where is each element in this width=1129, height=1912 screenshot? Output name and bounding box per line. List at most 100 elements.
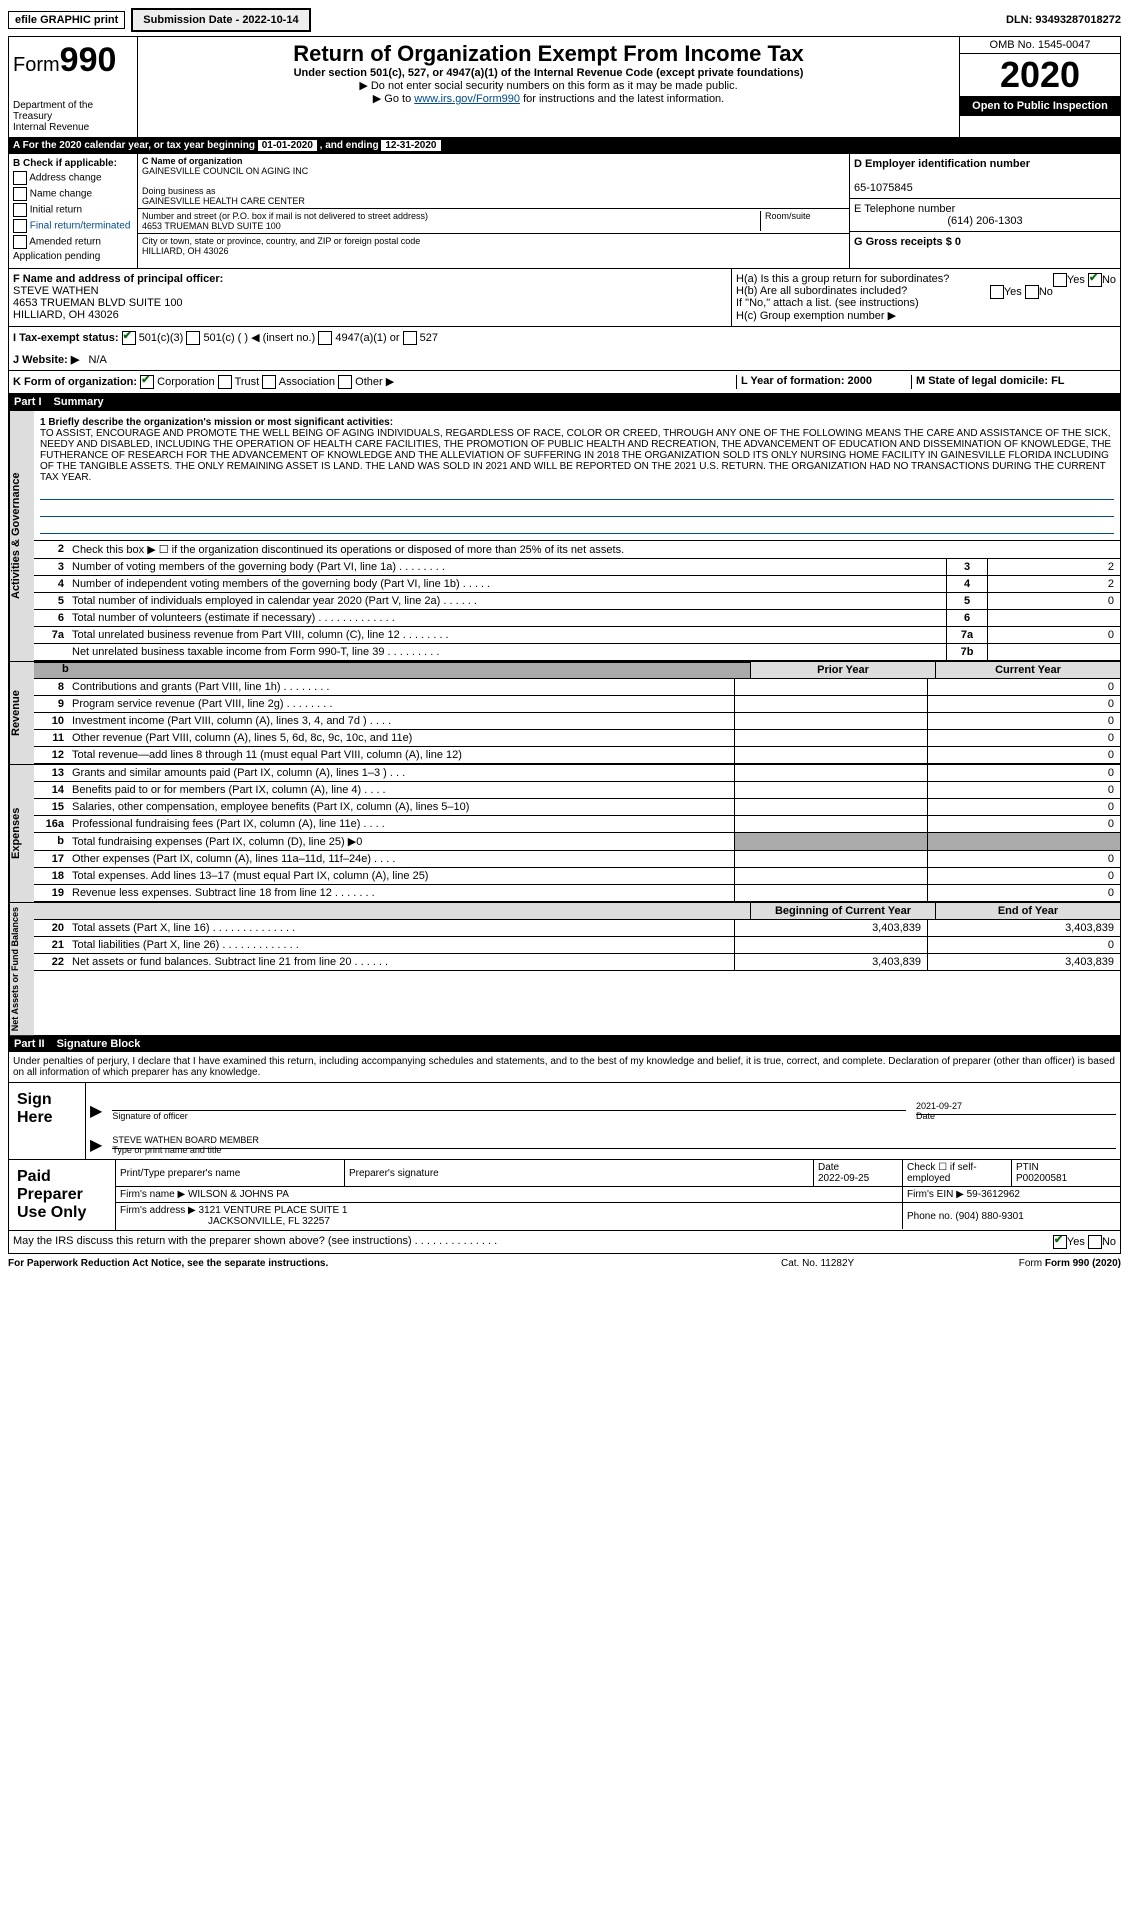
end-year-hdr: End of Year: [935, 903, 1120, 919]
officer-addr1: 4653 TRUEMAN BLVD SUITE 100: [13, 297, 183, 309]
part2-header: Part IISignature Block: [8, 1036, 1121, 1052]
website-row: J Website: ▶ N/A: [13, 353, 107, 366]
opt-amended[interactable]: Amended return: [13, 235, 133, 249]
exp-line: 19Revenue less expenses. Subtract line 1…: [34, 885, 1120, 902]
tax-year: 2020: [960, 54, 1120, 96]
form-subtitle-1: Under section 501(c), 527, or 4947(a)(1)…: [142, 67, 955, 79]
irs-link[interactable]: www.irs.gov/Form990: [414, 93, 520, 105]
opt-application-pending[interactable]: Application pending: [13, 251, 133, 262]
net-line: 20Total assets (Part X, line 16) . . . .…: [34, 920, 1120, 937]
exp-line: 18Total expenses. Add lines 13–17 (must …: [34, 868, 1120, 885]
exp-line: bTotal fundraising expenses (Part IX, co…: [34, 833, 1120, 851]
rev-line: 11Other revenue (Part VIII, column (A), …: [34, 730, 1120, 747]
self-employed-check[interactable]: Check ☐ if self-employed: [903, 1160, 1012, 1187]
gov-line: 3Number of voting members of the governi…: [34, 559, 1120, 576]
form-footer: Form Form 990 (2020): [981, 1258, 1121, 1269]
room-suite: Room/suite: [760, 211, 845, 231]
opt-final-return[interactable]: Final return/terminated: [13, 219, 133, 233]
addr-label: Number and street (or P.O. box if mail i…: [142, 211, 428, 221]
irs-discuss-question: May the IRS discuss this return with the…: [13, 1235, 1053, 1249]
preparer-date: Date2022-09-25: [814, 1160, 903, 1187]
firm-name: Firm's name ▶ WILSON & JOHNS PA: [116, 1187, 903, 1203]
form-number: Form990: [13, 41, 133, 80]
irs-discuss-answer[interactable]: Yes No: [1053, 1235, 1116, 1249]
preparer-sig-hdr: Preparer's signature: [345, 1160, 814, 1187]
rev-line: 12Total revenue—add lines 8 through 11 (…: [34, 747, 1120, 764]
ein-value: 65-1075845: [854, 182, 913, 194]
vtab-governance: Activities & Governance: [9, 411, 34, 661]
mission-text: TO ASSIST, ENCOURAGE AND PROMOTE THE WEL…: [40, 428, 1111, 483]
vtab-net-assets: Net Assets or Fund Balances: [9, 903, 34, 1035]
signature-intro: Under penalties of perjury, I declare th…: [8, 1052, 1121, 1083]
paid-preparer-label: Paid Preparer Use Only: [9, 1160, 116, 1230]
gov-line: 7aTotal unrelated business revenue from …: [34, 627, 1120, 644]
exp-line: 14Benefits paid to or for members (Part …: [34, 782, 1120, 799]
form-subtitle-2: ▶ Do not enter social security numbers o…: [142, 79, 955, 92]
pra-notice: For Paperwork Reduction Act Notice, see …: [8, 1258, 781, 1269]
firm-ein: Firm's EIN ▶ 59-3612962: [903, 1187, 1121, 1203]
opt-address-change[interactable]: Address change: [13, 171, 133, 185]
gov-line: 5Total number of individuals employed in…: [34, 593, 1120, 610]
dept-treasury: Department of the Treasury Internal Reve…: [13, 100, 133, 133]
ha-row: H(a) Is this a group return for subordin…: [736, 273, 1116, 285]
f-label: F Name and address of principal officer:: [13, 273, 223, 285]
dba-value: GAINESVILLE HEALTH CARE CENTER: [142, 196, 305, 206]
addr-value: 4653 TRUEMAN BLVD SUITE 100: [142, 221, 281, 231]
opt-initial-return[interactable]: Initial return: [13, 203, 133, 217]
net-line: 21Total liabilities (Part X, line 26) . …: [34, 937, 1120, 954]
hb-note: If "No," attach a list. (see instruction…: [736, 297, 1116, 309]
sig-arrow2-icon: ▶: [90, 1135, 102, 1155]
exp-line: 16aProfessional fundraising fees (Part I…: [34, 816, 1120, 833]
sig-arrow-icon: ▶: [90, 1101, 102, 1121]
form-title: Return of Organization Exempt From Incom…: [142, 41, 955, 67]
form-subtitle-3: ▶ Go to www.irs.gov/Form990 for instruct…: [142, 92, 955, 105]
efile-label: efile GRAPHIC print: [8, 11, 125, 29]
signature-field[interactable]: Signature of officer: [112, 1110, 906, 1121]
phone-value: (614) 206-1303: [854, 215, 1116, 227]
rev-line: 9Program service revenue (Part VIII, lin…: [34, 696, 1120, 713]
firm-address: Firm's address ▶ 3121 VENTURE PLACE SUIT…: [116, 1203, 903, 1230]
ptin: PTINP00200581: [1012, 1160, 1121, 1187]
d-label: D Employer identification number: [854, 158, 1030, 170]
form-of-org: K Form of organization: Corporation Trus…: [13, 375, 736, 389]
exp-line: 13Grants and similar amounts paid (Part …: [34, 765, 1120, 782]
state-domicile: M State of legal domicile: FL: [911, 375, 1116, 389]
calendar-year-row: A For the 2020 calendar year, or tax yea…: [8, 138, 1121, 154]
e-label: E Telephone number: [854, 203, 955, 215]
officer-name: STEVE WATHEN: [13, 285, 99, 297]
current-year-hdr: Current Year: [935, 662, 1120, 678]
gov-line: 6Total number of volunteers (estimate if…: [34, 610, 1120, 627]
firm-phone: Phone no. (904) 880-9301: [903, 1203, 1121, 1230]
preparer-name-hdr: Print/Type preparer's name: [116, 1160, 345, 1187]
b-label: B Check if applicable:: [13, 158, 117, 169]
prior-year-hdr: Prior Year: [750, 662, 935, 678]
dln-label: DLN: 93493287018272: [1006, 14, 1121, 26]
year-formation: L Year of formation: 2000: [736, 375, 911, 389]
gov-line: Net unrelated business taxable income fr…: [34, 644, 1120, 661]
gov-line: 2Check this box ▶ ☐ if the organization …: [34, 541, 1120, 559]
exp-line: 17Other expenses (Part IX, column (A), l…: [34, 851, 1120, 868]
tax-exempt-row: I Tax-exempt status: 501(c)(3) 501(c) ( …: [13, 331, 438, 345]
signature-date: 2021-09-27 Date: [916, 1114, 1116, 1121]
officer-addr2: HILLIARD, OH 43026: [13, 309, 119, 321]
cat-no: Cat. No. 11282Y: [781, 1258, 981, 1269]
omb-number: OMB No. 1545-0047: [960, 37, 1120, 54]
net-line: 22Net assets or fund balances. Subtract …: [34, 954, 1120, 971]
vtab-expenses: Expenses: [9, 765, 34, 902]
open-public-badge: Open to Public Inspection: [960, 96, 1120, 116]
mission-label: 1 Briefly describe the organization's mi…: [40, 417, 393, 428]
exp-line: 15Salaries, other compensation, employee…: [34, 799, 1120, 816]
city-label: City or town, state or province, country…: [142, 236, 420, 246]
hc-row: H(c) Group exemption number ▶: [736, 309, 1116, 322]
c-label: C Name of organization: [142, 156, 243, 166]
begin-year-hdr: Beginning of Current Year: [750, 903, 935, 919]
officer-name-field: STEVE WATHEN BOARD MEMBER Type or print …: [112, 1148, 1116, 1155]
opt-name-change[interactable]: Name change: [13, 187, 133, 201]
city-value: HILLIARD, OH 43026: [142, 246, 229, 256]
rev-line: 8Contributions and grants (Part VIII, li…: [34, 679, 1120, 696]
sign-here-label: Sign Here: [9, 1083, 86, 1159]
submission-date-button[interactable]: Submission Date - 2022-10-14: [131, 8, 310, 32]
gross-receipts: G Gross receipts $ 0: [850, 232, 1120, 252]
dba-label: Doing business as: [142, 186, 216, 196]
part1-header: Part ISummary: [8, 394, 1121, 410]
